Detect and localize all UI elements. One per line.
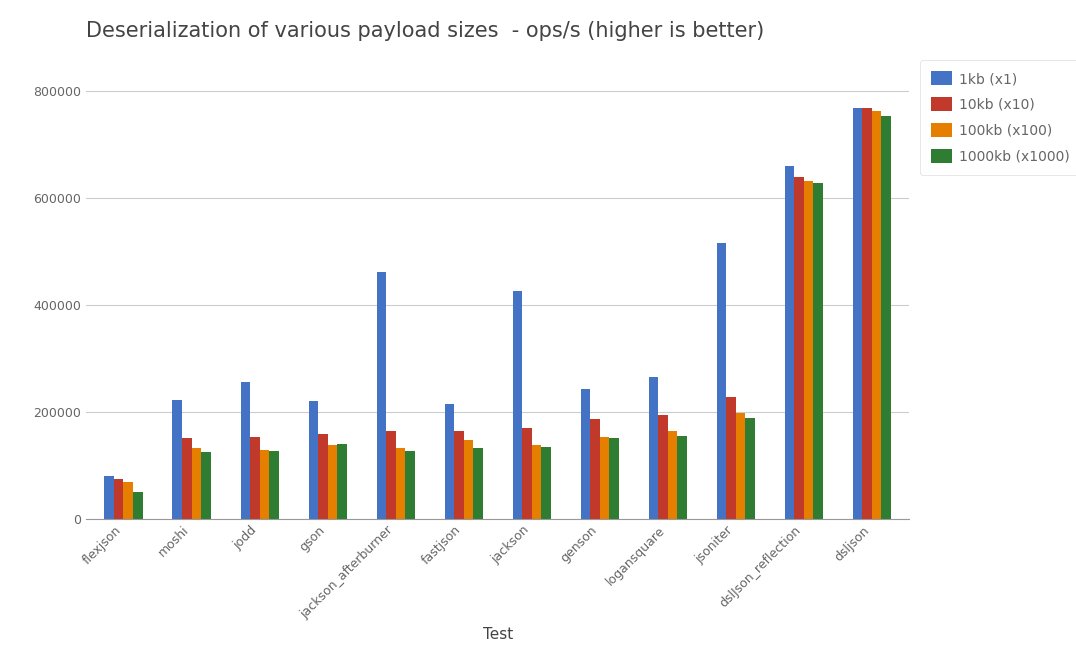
Bar <box>532 445 541 519</box>
Bar <box>133 492 142 519</box>
Bar <box>464 440 473 519</box>
Bar <box>862 108 872 519</box>
Bar <box>581 388 590 519</box>
Bar <box>192 448 201 519</box>
Bar <box>473 448 483 519</box>
Bar <box>454 432 464 519</box>
Bar <box>659 416 668 519</box>
X-axis label: Test: Test <box>482 626 513 642</box>
Bar <box>512 291 522 519</box>
Bar <box>377 271 386 519</box>
Bar <box>804 180 813 519</box>
Bar <box>541 447 551 519</box>
Legend: 1kb (x1), 10kb (x10), 100kb (x100), 1000kb (x1000): 1kb (x1), 10kb (x10), 100kb (x100), 1000… <box>920 60 1076 175</box>
Bar <box>250 437 259 519</box>
Bar <box>590 419 599 519</box>
Bar <box>668 432 677 519</box>
Bar <box>784 166 794 519</box>
Bar <box>746 418 754 519</box>
Bar <box>444 404 454 519</box>
Bar <box>726 397 736 519</box>
Bar <box>649 377 659 519</box>
Bar <box>736 413 746 519</box>
Bar <box>318 434 327 519</box>
Bar <box>309 401 318 519</box>
Bar <box>172 400 182 519</box>
Bar <box>104 476 114 519</box>
Bar <box>599 437 609 519</box>
Bar <box>396 448 406 519</box>
Bar <box>609 438 619 519</box>
Bar <box>269 451 279 519</box>
Bar <box>201 452 211 519</box>
Bar <box>881 116 891 519</box>
Bar <box>114 479 124 519</box>
Bar <box>794 178 804 519</box>
Bar <box>259 450 269 519</box>
Bar <box>853 108 862 519</box>
Bar <box>386 432 396 519</box>
Bar <box>813 183 823 519</box>
Bar <box>337 444 346 519</box>
Bar <box>124 482 133 519</box>
Bar <box>241 382 250 519</box>
Bar <box>406 451 414 519</box>
Bar <box>717 243 726 519</box>
Bar <box>677 436 686 519</box>
Bar <box>522 428 532 519</box>
Bar <box>182 438 192 519</box>
Bar <box>327 445 337 519</box>
Bar <box>872 111 881 519</box>
Text: Deserialization of various payload sizes  - ops/s (higher is better): Deserialization of various payload sizes… <box>86 21 764 41</box>
